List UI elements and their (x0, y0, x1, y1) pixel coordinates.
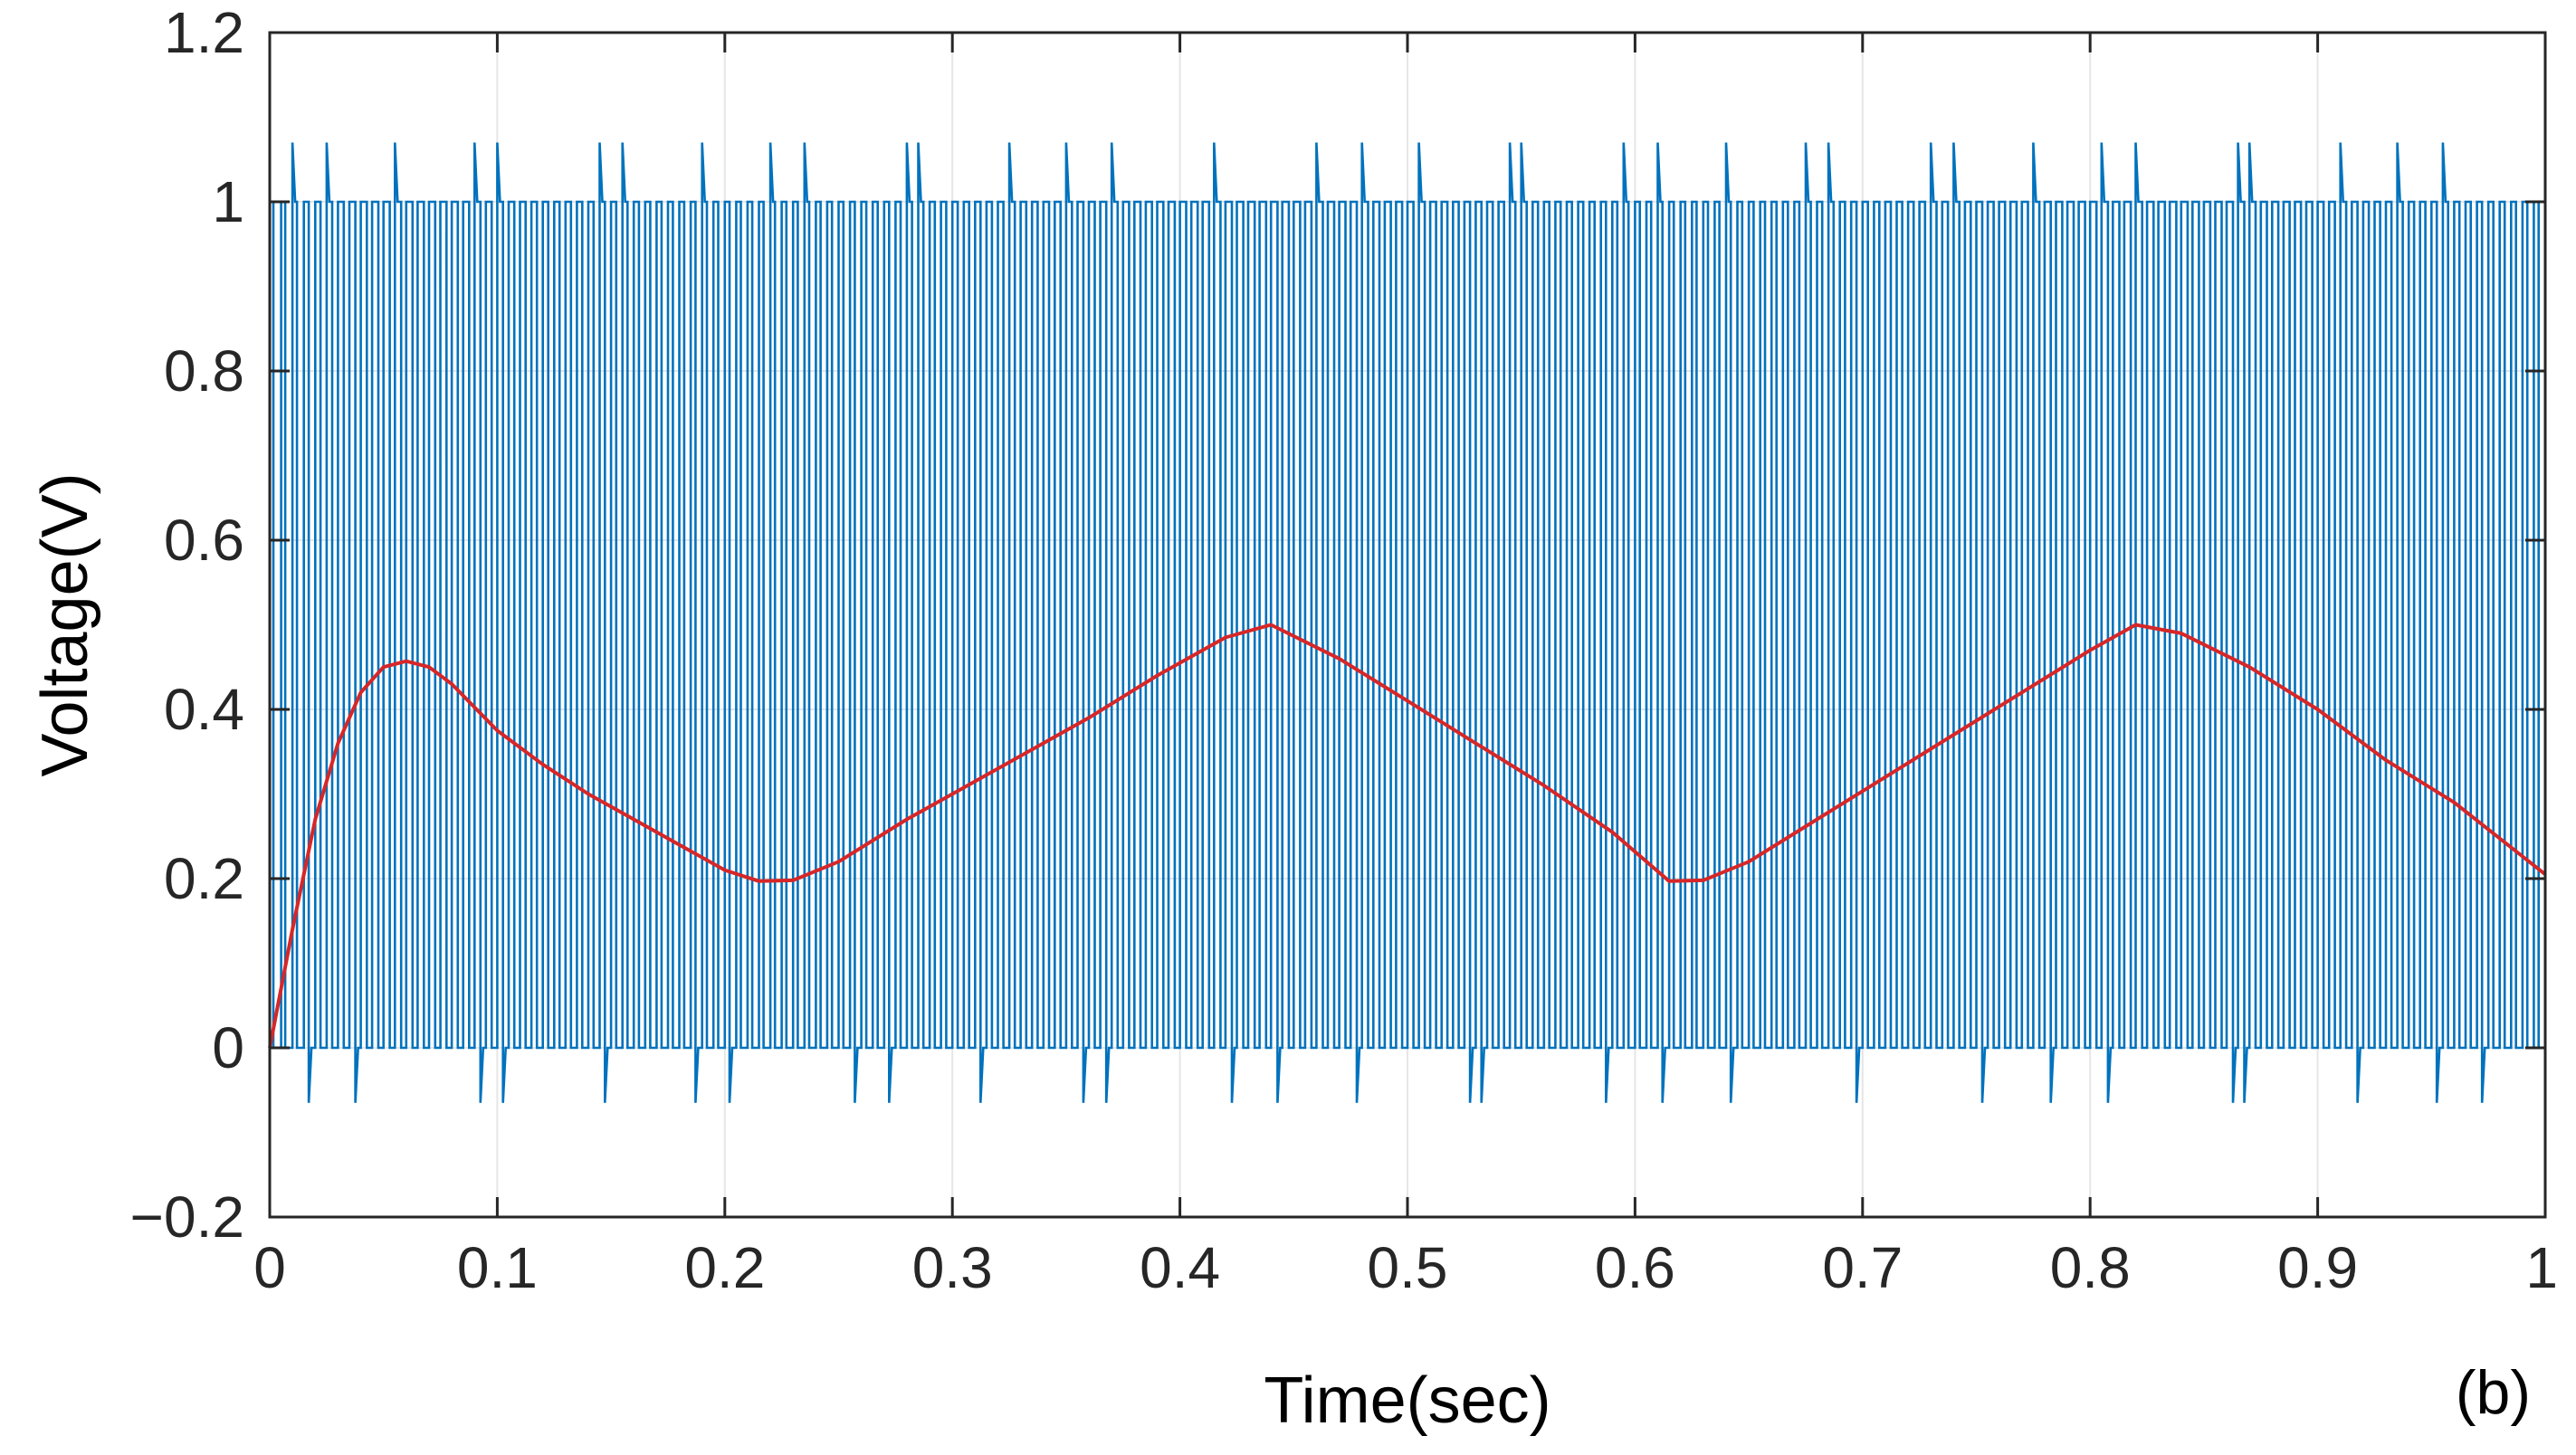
y-tick-label-3: 0.4 (164, 677, 244, 742)
x-tick-label-4: 0.4 (1140, 1235, 1220, 1300)
y-tick-label-7: 1.2 (164, 0, 244, 65)
y-tick-label-2: 0.2 (164, 846, 244, 911)
panel-label: (b) (2456, 1358, 2531, 1427)
y-axis-label: Voltage(V) (29, 472, 101, 776)
x-axis-label: Time(sec) (1264, 1365, 1550, 1437)
x-tick-label-10: 1 (2525, 1235, 2558, 1300)
y-tick-label-6: 1 (212, 169, 244, 234)
ticks: 0 0.1 0.2 0.3 0.4 0.5 0.6 0.7 0.8 0.9 1−0.200.20.4… (130, 0, 2558, 1300)
y-tick-label-0: −0.2 (130, 1184, 244, 1250)
series-filtered-line (268, 623, 2547, 1049)
x-tick-label-5: 0.5 (1368, 1235, 1448, 1300)
plot-area (268, 142, 2547, 1103)
x-tick-label-9: 0.9 (2277, 1235, 2358, 1300)
y-tick-label-1: 0 (212, 1015, 244, 1080)
x-tick-label-6: 0.6 (1595, 1235, 1675, 1300)
y-tick-label-4: 0.6 (164, 508, 244, 573)
y-tick-label-5: 0.8 (164, 338, 244, 404)
x-tick-label-1: 0.1 (457, 1235, 538, 1300)
x-tick-label-2: 0.2 (684, 1235, 765, 1300)
series-pwm-line (268, 142, 2545, 1103)
x-tick-label-0: 0 (253, 1235, 286, 1300)
x-tick-label-7: 0.7 (1822, 1235, 1903, 1300)
x-tick-label-3: 0.3 (912, 1235, 993, 1300)
x-tick-label-8: 0.8 (2050, 1235, 2131, 1300)
